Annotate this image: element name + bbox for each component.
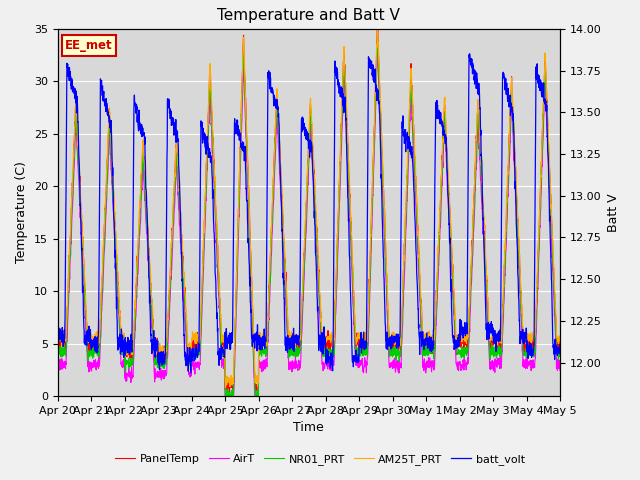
Line: NR01_PRT: NR01_PRT — [58, 38, 560, 396]
Y-axis label: Temperature (C): Temperature (C) — [15, 161, 28, 264]
AM25T_PRT — [374, 26, 381, 32]
batt_volt — [556, 342, 564, 348]
AirT — [194, 360, 202, 366]
PanelTemp — [334, 217, 342, 223]
Line: AM25T_PRT: AM25T_PRT — [58, 29, 560, 387]
AM25T_PRT — [194, 338, 202, 344]
AM25T_PRT — [323, 336, 331, 341]
PanelTemp — [526, 338, 534, 344]
AM25T_PRT — [526, 335, 534, 341]
NR01_PRT — [222, 393, 230, 399]
AM25T_PRT — [222, 384, 230, 390]
batt_volt — [466, 51, 474, 57]
PanelTemp — [556, 343, 564, 349]
NR01_PRT — [374, 36, 381, 41]
AM25T_PRT — [455, 336, 463, 342]
batt_volt — [334, 78, 342, 84]
NR01_PRT — [512, 189, 520, 194]
AirT — [455, 360, 463, 366]
NR01_PRT — [455, 351, 463, 357]
AM25T_PRT — [334, 213, 342, 218]
AirT — [54, 366, 61, 372]
PanelTemp — [323, 343, 331, 349]
AirT — [374, 49, 381, 55]
NR01_PRT — [194, 349, 202, 355]
NR01_PRT — [323, 352, 331, 358]
PanelTemp — [223, 392, 230, 398]
PanelTemp — [194, 350, 202, 356]
batt_volt — [323, 352, 331, 358]
X-axis label: Time: Time — [293, 421, 324, 434]
NR01_PRT — [54, 353, 61, 359]
PanelTemp — [512, 184, 520, 190]
AM25T_PRT — [512, 177, 520, 183]
batt_volt — [187, 370, 195, 376]
batt_volt — [526, 343, 534, 348]
AirT — [334, 244, 342, 250]
NR01_PRT — [556, 348, 564, 354]
Line: batt_volt: batt_volt — [58, 54, 560, 373]
Title: Temperature and Batt V: Temperature and Batt V — [218, 9, 400, 24]
Legend: PanelTemp, AirT, NR01_PRT, AM25T_PRT, batt_volt: PanelTemp, AirT, NR01_PRT, AM25T_PRT, ba… — [111, 450, 529, 469]
AirT — [221, 393, 229, 399]
batt_volt — [54, 334, 61, 339]
Line: AirT: AirT — [58, 52, 560, 396]
Line: PanelTemp: PanelTemp — [58, 29, 560, 395]
NR01_PRT — [526, 344, 534, 350]
AM25T_PRT — [54, 336, 61, 341]
PanelTemp — [54, 334, 61, 339]
PanelTemp — [455, 340, 463, 346]
AirT — [512, 198, 520, 204]
AM25T_PRT — [556, 340, 564, 346]
AirT — [323, 360, 331, 366]
batt_volt — [454, 332, 462, 337]
batt_volt — [512, 203, 520, 209]
AirT — [526, 358, 534, 364]
PanelTemp — [374, 26, 381, 32]
Y-axis label: Batt V: Batt V — [607, 193, 620, 232]
Text: EE_met: EE_met — [65, 39, 113, 52]
batt_volt — [194, 351, 202, 357]
NR01_PRT — [334, 229, 342, 235]
AirT — [556, 368, 564, 373]
